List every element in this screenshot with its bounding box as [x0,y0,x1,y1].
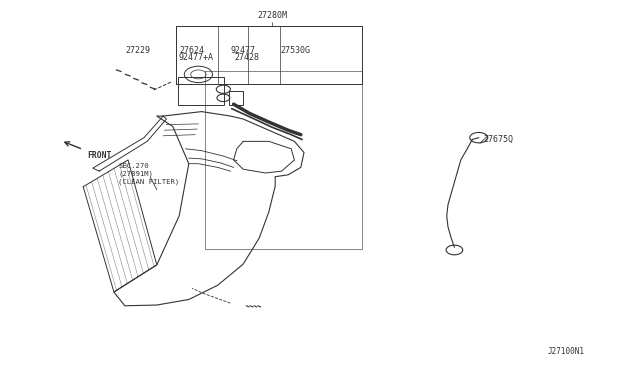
Text: 27624: 27624 [179,46,205,55]
Text: 27530G: 27530G [281,46,310,55]
Text: 27229: 27229 [125,46,150,55]
Text: (CLEAN FILTER): (CLEAN FILTER) [118,179,180,185]
Bar [178,77,224,105]
Bar [229,91,243,105]
Text: J27100N1: J27100N1 [548,347,585,356]
Text: (27891M): (27891M) [118,170,154,177]
Text: FRONT: FRONT [88,151,112,160]
Text: 27428: 27428 [234,53,260,62]
Text: 27280M: 27280M [257,12,287,20]
Text: 92477: 92477 [230,46,256,55]
Text: 92477+A: 92477+A [179,53,213,62]
Text: SEC.270: SEC.270 [118,163,149,169]
Text: 27675Q: 27675Q [483,135,513,144]
